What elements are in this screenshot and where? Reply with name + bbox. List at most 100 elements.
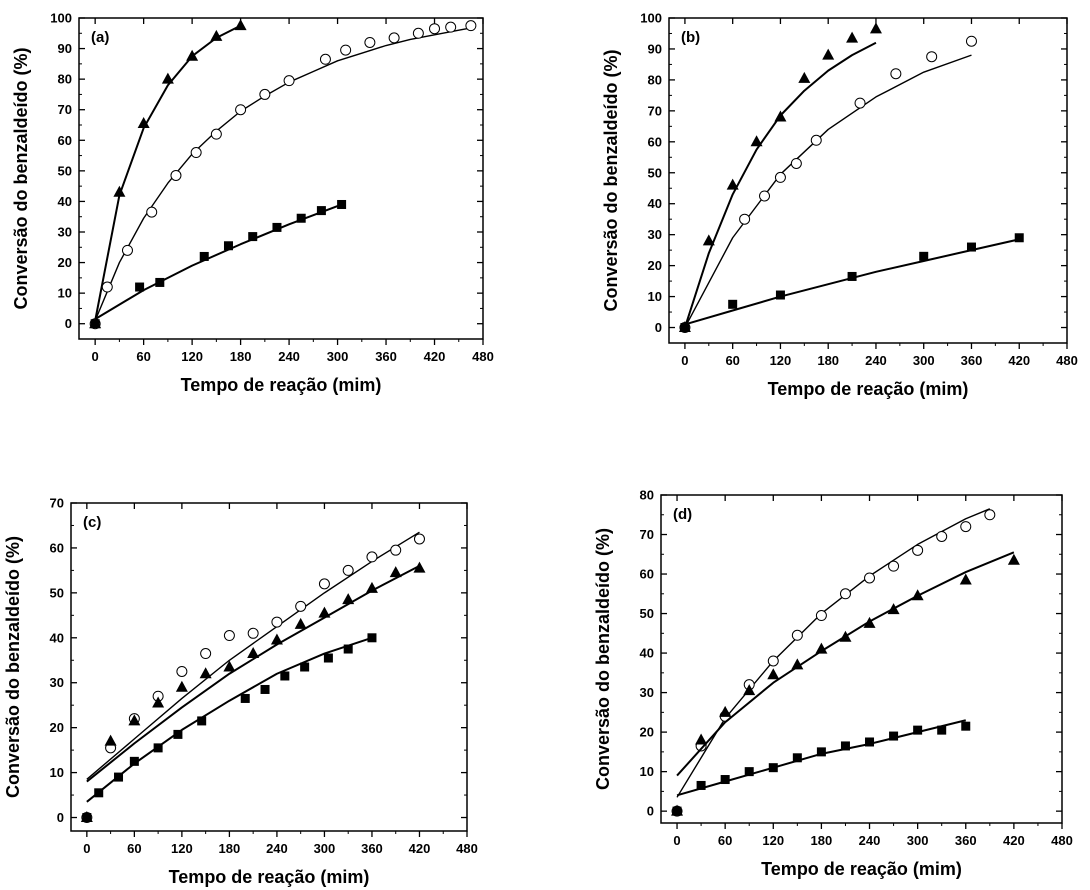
x-tick-label: 300 [913, 353, 935, 368]
circle-marker [767, 655, 779, 667]
square-marker [728, 299, 738, 309]
triangle-marker [887, 603, 900, 615]
square-marker [680, 323, 690, 333]
y-tick-label: 60 [58, 133, 72, 148]
circle-marker [210, 128, 222, 140]
triangle-marker [128, 714, 141, 726]
triangle-marker [137, 116, 150, 128]
x-tick-label: 240 [865, 353, 887, 368]
circle-marker [390, 544, 402, 556]
plot-frame [660, 494, 1063, 824]
square-marker [744, 767, 754, 777]
triangle-marker [695, 733, 708, 745]
x-tick-label: 180 [219, 841, 241, 856]
triangle-marker [223, 660, 236, 672]
circle-marker [960, 521, 972, 533]
panel-c: 0 10 20 30 40 50 60 70 0 60 120 180 240 300 360 420 480 T… [3, 496, 478, 888]
y-tick-label: 70 [58, 102, 72, 117]
x-axis-title: Tempo de reação (mim) [169, 867, 370, 887]
x-tick-label: 360 [361, 841, 383, 856]
square-marker [240, 693, 250, 703]
triangle-marker [152, 696, 165, 708]
circle-marker [283, 75, 295, 87]
circle-marker [864, 572, 876, 584]
square-marker [961, 721, 971, 731]
triangle-marker [161, 72, 174, 84]
panel-d: 0 10 20 30 40 50 60 70 80 0 60 120 180 240 300 360 420 48… [593, 488, 1073, 880]
x-tick-label: 480 [472, 349, 494, 364]
circle-marker [445, 21, 457, 33]
triangle-marker [318, 606, 331, 618]
triangle-marker [846, 31, 859, 43]
circle-marker [366, 551, 378, 563]
square-marker [889, 731, 899, 741]
circle-marker [170, 169, 182, 181]
plot-frame [78, 17, 484, 340]
triangle-marker [822, 48, 835, 60]
x-tick-label: 420 [1008, 353, 1030, 368]
y-tick-label: 40 [640, 646, 654, 661]
panel-label: (c) [83, 514, 101, 531]
y-tick-label: 100 [50, 11, 72, 26]
y-axis-title: Conversão do benzaldeído (%) [593, 528, 613, 790]
fit-curve-triangle [94, 24, 242, 321]
x-tick-label: 180 [811, 833, 833, 848]
y-tick-label: 70 [640, 527, 654, 542]
triangle-marker [1007, 553, 1020, 565]
fit-curve-circle-open [684, 54, 972, 328]
square-marker [696, 780, 706, 790]
circle-marker [190, 147, 202, 159]
circle-marker [854, 97, 866, 109]
circle-marker [271, 616, 283, 628]
circle-marker [235, 104, 247, 116]
square-marker [337, 199, 347, 209]
y-tick-label: 30 [50, 675, 64, 690]
circle-marker [839, 588, 851, 600]
triangle-marker [234, 19, 247, 31]
circle-marker [890, 68, 902, 80]
y-tick-label: 0 [655, 320, 662, 335]
fit-curve-square [676, 719, 966, 797]
square-marker [816, 747, 826, 757]
square-marker [135, 282, 145, 292]
x-tick-label: 420 [424, 349, 446, 364]
circle-marker [790, 157, 802, 169]
x-axis-title: Tempo de reação (mim) [768, 379, 969, 399]
square-marker [296, 213, 306, 223]
y-tick-label: 20 [50, 720, 64, 735]
y-axis-title: Conversão do benzaldeído (%) [11, 47, 31, 309]
circle-marker [121, 244, 133, 256]
x-tick-label: 300 [907, 833, 929, 848]
y-tick-label: 70 [50, 496, 64, 511]
fit-curve-circle-open [676, 508, 991, 798]
circle-marker [223, 630, 235, 642]
circle-marker [936, 530, 948, 542]
x-axis-title: Tempo de reação (mim) [181, 375, 382, 395]
triangle-marker [199, 667, 212, 679]
square-marker [840, 741, 850, 751]
circle-marker [429, 23, 441, 35]
triangle-marker [798, 71, 811, 83]
square-marker [129, 756, 139, 766]
triangle-marker [389, 566, 402, 578]
x-tick-label: 0 [681, 353, 688, 368]
y-tick-label: 100 [640, 11, 662, 26]
triangle-marker [863, 616, 876, 628]
circle-marker [810, 134, 822, 146]
panel-a: 0 10 20 30 40 50 60 70 80 90 100 0 60 120 180 240 300 360… [11, 11, 494, 396]
square-marker [768, 763, 778, 773]
fit-curve-circle-open [94, 26, 476, 321]
x-tick-label: 120 [181, 349, 203, 364]
triangle-marker [815, 642, 828, 654]
square-marker [173, 729, 183, 739]
square-marker [919, 251, 929, 261]
x-tick-label: 120 [762, 833, 784, 848]
triangle-marker [869, 22, 882, 34]
panel-label: (a) [91, 29, 109, 46]
square-marker [913, 725, 923, 735]
triangle-marker [113, 185, 126, 197]
y-tick-label: 30 [648, 227, 662, 242]
y-tick-label: 80 [648, 72, 662, 87]
circle-marker [101, 281, 113, 293]
